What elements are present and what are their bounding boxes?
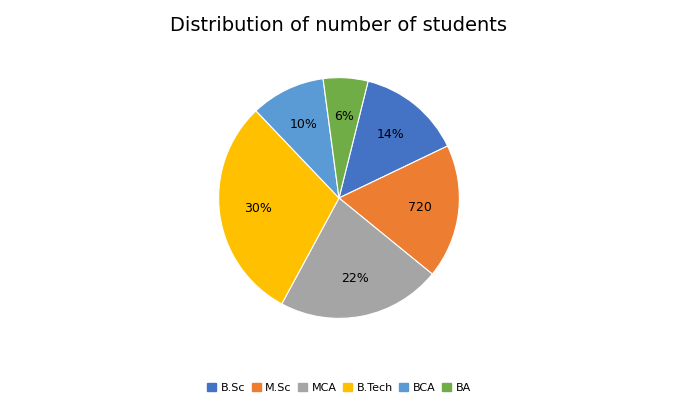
Text: 22%: 22% <box>341 272 369 285</box>
Text: 720: 720 <box>408 201 432 214</box>
Text: 10%: 10% <box>290 118 317 131</box>
Wedge shape <box>218 111 339 304</box>
Wedge shape <box>256 79 339 198</box>
Wedge shape <box>339 146 460 274</box>
Legend: B.Sc, M.Sc, MCA, B.Tech, BCA, BA: B.Sc, M.Sc, MCA, B.Tech, BCA, BA <box>203 378 475 396</box>
Wedge shape <box>323 78 368 198</box>
Text: 14%: 14% <box>377 128 405 141</box>
Text: 6%: 6% <box>334 110 353 123</box>
Wedge shape <box>339 81 447 198</box>
Wedge shape <box>282 198 433 318</box>
Text: 30%: 30% <box>244 202 272 215</box>
Title: Distribution of number of students: Distribution of number of students <box>170 16 508 35</box>
